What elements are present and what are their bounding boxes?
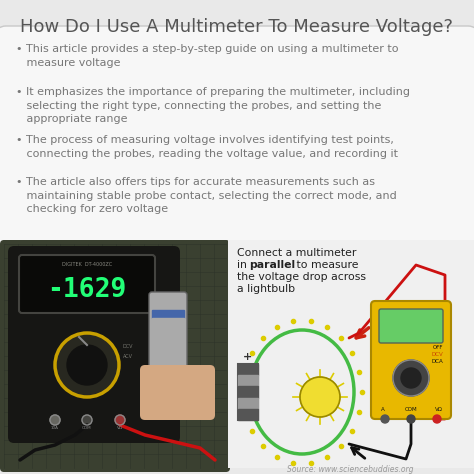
- Text: a lightbulb: a lightbulb: [237, 284, 295, 294]
- Text: DCA: DCA: [431, 359, 443, 364]
- Circle shape: [67, 345, 107, 385]
- Circle shape: [55, 333, 119, 397]
- Bar: [152, 310, 184, 318]
- FancyBboxPatch shape: [149, 292, 187, 368]
- Circle shape: [82, 415, 92, 425]
- Bar: [238, 398, 258, 409]
- Text: COM: COM: [405, 407, 417, 412]
- Text: ACV: ACV: [123, 355, 133, 359]
- Bar: [238, 386, 258, 398]
- Text: Source: www.sciencebuddies.org: Source: www.sciencebuddies.org: [287, 465, 413, 474]
- Circle shape: [407, 415, 415, 423]
- Text: the voltage drop across: the voltage drop across: [237, 272, 366, 282]
- FancyBboxPatch shape: [8, 246, 180, 443]
- Text: • It emphasizes the importance of preparing the multimeter, including
   selecti: • It emphasizes the importance of prepar…: [16, 87, 410, 124]
- Text: +: +: [243, 352, 253, 362]
- Text: • This article provides a step-by-step guide on using a multimeter to
   measure: • This article provides a step-by-step g…: [16, 44, 399, 68]
- Circle shape: [433, 415, 441, 423]
- Circle shape: [381, 415, 389, 423]
- Text: DCV: DCV: [431, 352, 443, 357]
- Text: 10A: 10A: [51, 426, 59, 430]
- Text: DCV: DCV: [123, 345, 134, 349]
- Text: COM: COM: [82, 426, 92, 430]
- Bar: [238, 375, 258, 386]
- Text: in: in: [237, 260, 250, 270]
- FancyBboxPatch shape: [19, 255, 155, 313]
- Text: OFF: OFF: [432, 345, 443, 350]
- FancyBboxPatch shape: [371, 301, 451, 419]
- Text: to measure: to measure: [293, 260, 358, 270]
- Text: parallel: parallel: [249, 260, 295, 270]
- Text: VΩ: VΩ: [435, 407, 443, 412]
- Text: Connect a multimeter: Connect a multimeter: [237, 248, 356, 258]
- Circle shape: [50, 415, 60, 425]
- FancyBboxPatch shape: [238, 364, 258, 420]
- Text: A: A: [381, 407, 385, 412]
- Text: -1629: -1629: [47, 277, 127, 303]
- Text: VΩ: VΩ: [117, 426, 123, 430]
- Text: DIGITEK  DT-4000ZC: DIGITEK DT-4000ZC: [62, 262, 112, 267]
- Circle shape: [401, 368, 421, 388]
- Bar: [238, 409, 258, 420]
- Bar: [238, 364, 258, 375]
- Text: How Do I Use A Multimeter To Measure Voltage?: How Do I Use A Multimeter To Measure Vol…: [20, 18, 454, 36]
- Circle shape: [393, 360, 429, 396]
- Text: • The process of measuring voltage involves identifying test points,
   connecti: • The process of measuring voltage invol…: [16, 135, 398, 159]
- FancyBboxPatch shape: [379, 309, 443, 343]
- Text: • The article also offers tips for accurate measurements such as
   maintaining : • The article also offers tips for accur…: [16, 177, 397, 214]
- FancyBboxPatch shape: [0, 26, 474, 246]
- FancyBboxPatch shape: [140, 365, 215, 420]
- FancyBboxPatch shape: [228, 240, 474, 468]
- Circle shape: [115, 415, 125, 425]
- Bar: [152, 318, 184, 322]
- FancyBboxPatch shape: [0, 240, 230, 472]
- Circle shape: [300, 377, 340, 417]
